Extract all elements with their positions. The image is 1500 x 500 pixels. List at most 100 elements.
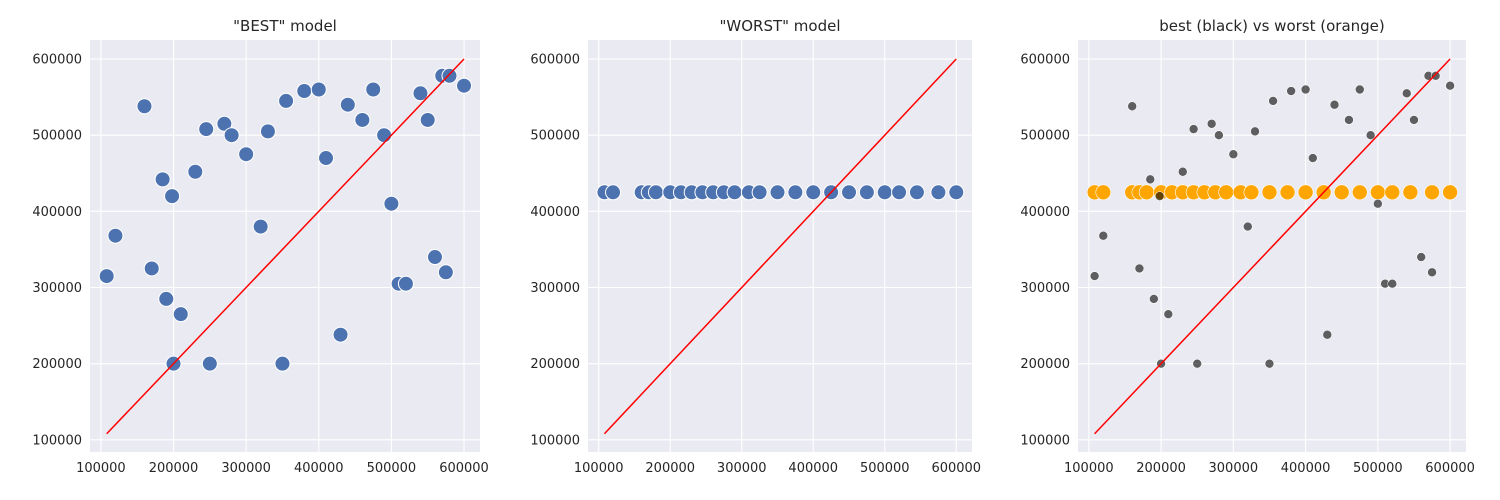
data-point [1138,184,1155,201]
y-tick-label: 400000 [32,205,82,220]
data-point [1268,96,1278,106]
data-point [1218,184,1234,201]
data-point [278,92,295,109]
data-point [1154,191,1165,201]
data-point [426,249,443,266]
y-tick-label: 500000 [32,129,82,144]
data-point [259,123,276,140]
data-point [136,98,153,115]
data-point [1149,294,1159,304]
y-tick-label: 300000 [32,281,82,296]
data-point [805,184,822,201]
data-point [412,85,429,102]
data-point [1402,184,1419,201]
data-point [1279,184,1296,201]
data-point [1370,184,1386,201]
y-tick-label: 300000 [1020,281,1070,296]
data-point [787,184,804,201]
x-tick-label: 200000 [645,461,695,476]
data-point [1192,358,1203,369]
x-tick-label: 600000 [439,461,489,476]
x-tick-label: 500000 [860,461,910,476]
data-point [1387,278,1398,289]
x-tick-label: 300000 [221,461,271,476]
scatter-points [98,67,473,372]
data-point [769,184,786,201]
identity-line [106,58,465,435]
data-point [726,184,743,201]
data-point [376,127,393,144]
data-point [98,268,115,285]
data-point [1308,153,1318,163]
data-point [397,275,414,292]
data-point [1134,263,1145,274]
data-point [198,121,215,138]
data-point [1445,80,1455,91]
data-point [318,150,335,167]
data-point [1442,184,1458,201]
data-point [274,355,291,372]
data-point [1095,184,1112,201]
data-point [605,184,622,201]
data-point [1188,124,1199,134]
gridlines [588,40,972,452]
data-point [1297,184,1314,201]
data-point [751,184,768,201]
y-tick-label: 200000 [32,357,82,372]
y-tick-label: 600000 [530,53,580,68]
identity-line [603,58,957,435]
data-point [930,184,947,201]
data-point [1243,184,1260,201]
data-point [1365,130,1376,140]
data-point [419,111,436,128]
data-point [1416,252,1427,262]
data-point [164,188,181,205]
data-point [172,306,189,323]
data-point [223,127,240,144]
y-tick-label: 100000 [32,433,82,448]
y-tick-label: 500000 [530,129,580,144]
data-point [456,77,473,94]
data-point [647,184,664,201]
data-point [296,83,313,100]
data-point [876,184,893,201]
data-point [238,146,255,163]
y-tick-label: 100000 [530,433,580,448]
x-tick-labels: 100000 200000 300000 400000 500000 600000 [1064,461,1475,476]
scatter-points [596,184,965,201]
data-point [441,67,458,84]
data-point [1354,84,1365,95]
data-point [1089,271,1100,281]
y-tick-label: 400000 [1020,205,1070,220]
x-tick-label: 400000 [788,461,838,476]
data-point [1409,115,1419,125]
x-tick-labels: 100000 200000 300000 400000 500000 600000 [574,461,981,476]
data-point [437,264,454,281]
y-tick-label: 100000 [1020,433,1070,448]
data-point [891,184,908,201]
data-point [1430,70,1441,81]
data-point [187,163,204,180]
identity-line [1094,58,1451,435]
data-point [1145,174,1156,185]
data-point [908,184,925,201]
data-point [1264,358,1275,369]
y-tick-labels: 100000 200000 300000 400000 500000 600000 [32,53,82,449]
x-tick-label: 400000 [1281,461,1331,476]
chart-title: "WORST" model [719,17,840,35]
data-point [1286,86,1296,96]
y-tick-labels: 100000 200000 300000 400000 500000 600000 [530,53,580,449]
x-tick-label: 500000 [1353,461,1403,476]
panel-best-vs-worst: 100000 200000 300000 400000 500000 600000 100… [1020,17,1475,476]
data-point [143,260,160,277]
data-point [310,81,327,98]
data-point [107,227,124,244]
data-point [1300,84,1311,95]
data-point [1206,118,1217,129]
data-point [1098,230,1109,241]
x-tick-label: 400000 [294,461,344,476]
chart-title: "BEST" model [233,17,337,35]
x-tick-label: 200000 [149,461,199,476]
data-point [1424,184,1440,201]
